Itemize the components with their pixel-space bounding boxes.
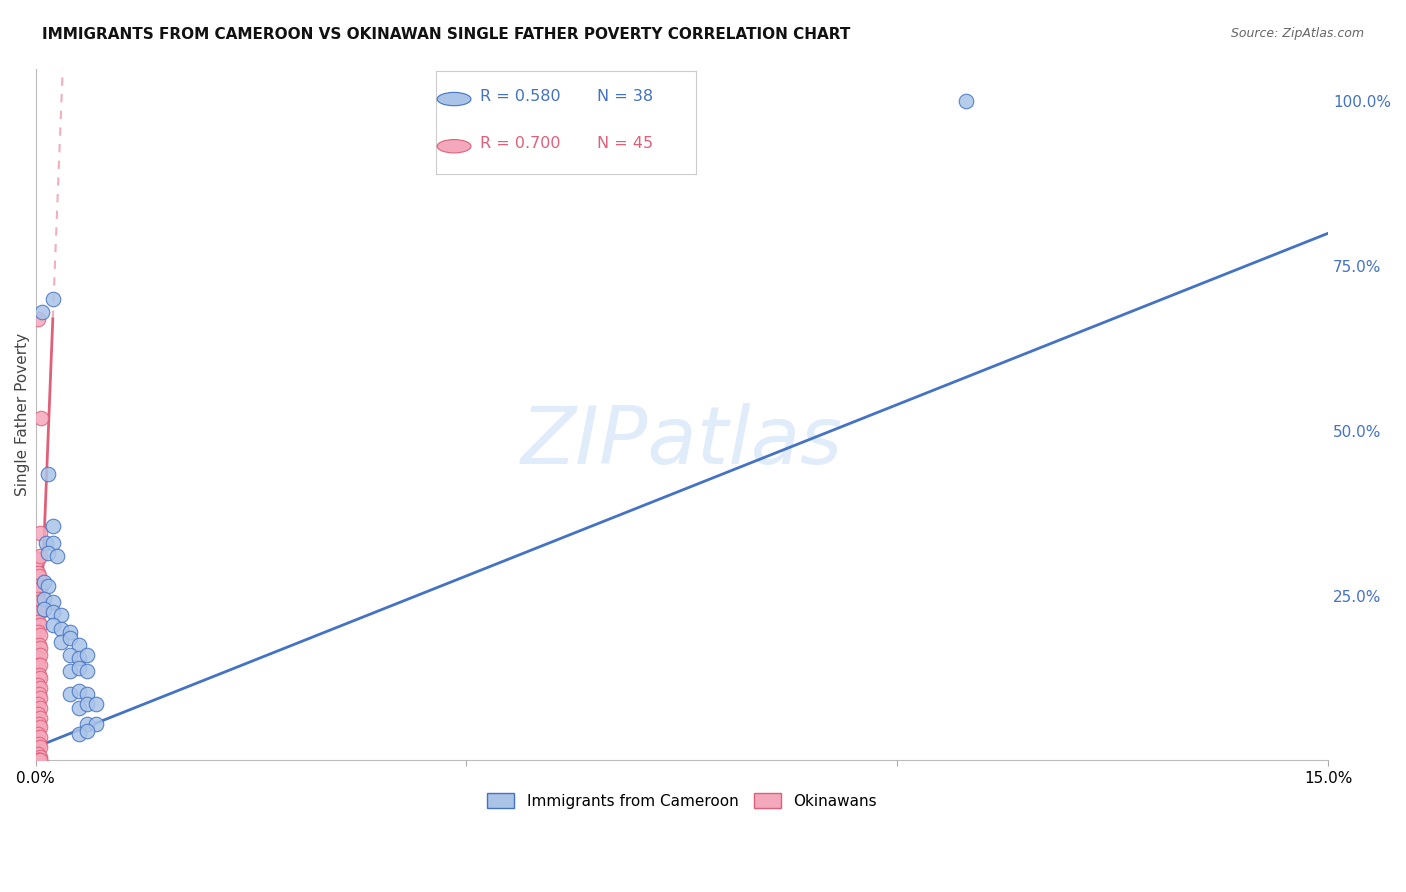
- Point: [27, 657, 49, 672]
- Point: [28, 526, 51, 541]
- Point: [42, 292, 65, 306]
- Point: [28, 628, 51, 642]
- Point: [28, 721, 51, 735]
- Point: [27, 651, 49, 665]
- Point: [28, 710, 51, 724]
- Point: [28, 753, 51, 767]
- Point: [51, 608, 73, 623]
- Point: [37, 546, 59, 560]
- Point: [27, 591, 49, 606]
- Point: [28, 750, 51, 764]
- Point: [59, 624, 82, 639]
- Point: [76, 648, 98, 662]
- Circle shape: [437, 93, 471, 106]
- Point: [28, 681, 51, 695]
- Point: [51, 634, 73, 648]
- Point: [28, 605, 51, 619]
- Point: [27, 677, 49, 691]
- Point: [955, 95, 977, 109]
- Point: [84, 717, 107, 731]
- Point: [67, 638, 90, 652]
- Point: [28, 657, 51, 672]
- Point: [28, 671, 51, 685]
- Point: [27, 753, 49, 767]
- Point: [28, 737, 51, 751]
- Point: [28, 667, 51, 681]
- Text: N = 38: N = 38: [598, 89, 654, 104]
- Point: [42, 595, 65, 609]
- Point: [37, 467, 59, 481]
- Point: [67, 651, 90, 665]
- Point: [28, 582, 51, 596]
- Point: [67, 727, 90, 741]
- Point: [84, 698, 107, 712]
- Point: [67, 700, 90, 714]
- Point: [28, 605, 51, 619]
- Text: Source: ZipAtlas.com: Source: ZipAtlas.com: [1230, 27, 1364, 40]
- Point: [59, 648, 82, 662]
- Point: [27, 747, 49, 761]
- Point: [59, 665, 82, 679]
- Point: [28, 638, 51, 652]
- Point: [28, 641, 51, 656]
- Point: [27, 552, 49, 566]
- Point: [67, 661, 90, 675]
- Point: [32, 575, 55, 590]
- Point: [28, 648, 51, 662]
- Point: [42, 519, 65, 533]
- Point: [42, 605, 65, 619]
- Point: [76, 688, 98, 702]
- Y-axis label: Single Father Poverty: Single Father Poverty: [15, 333, 30, 496]
- Point: [27, 707, 49, 722]
- Point: [27, 566, 49, 580]
- Point: [27, 753, 49, 767]
- Point: [28, 549, 51, 563]
- Text: R = 0.580: R = 0.580: [479, 89, 561, 104]
- Point: [76, 717, 98, 731]
- Text: ZIPatlas: ZIPatlas: [520, 403, 844, 481]
- Point: [35, 536, 58, 550]
- Point: [28, 700, 51, 714]
- Point: [27, 727, 49, 741]
- Circle shape: [437, 139, 471, 153]
- Text: IMMIGRANTS FROM CAMEROON VS OKINAWAN SINGLE FATHER POVERTY CORRELATION CHART: IMMIGRANTS FROM CAMEROON VS OKINAWAN SIN…: [42, 27, 851, 42]
- Point: [28, 595, 51, 609]
- Point: [76, 698, 98, 712]
- Point: [76, 723, 98, 738]
- Point: [28, 717, 51, 731]
- Point: [28, 690, 51, 705]
- Point: [59, 688, 82, 702]
- Point: [28, 618, 51, 632]
- Point: [27, 579, 49, 593]
- Point: [76, 665, 98, 679]
- Point: [28, 688, 51, 702]
- Point: [46, 549, 69, 563]
- Point: [42, 536, 65, 550]
- Point: [28, 740, 51, 755]
- Point: [32, 602, 55, 616]
- Text: R = 0.700: R = 0.700: [479, 136, 561, 152]
- Point: [30, 410, 52, 425]
- Point: [27, 624, 49, 639]
- Point: [51, 622, 73, 636]
- Point: [59, 632, 82, 646]
- Point: [27, 615, 49, 629]
- Point: [28, 753, 51, 767]
- Point: [32, 591, 55, 606]
- Legend: Immigrants from Cameroon, Okinawans: Immigrants from Cameroon, Okinawans: [481, 788, 883, 815]
- Point: [28, 569, 51, 583]
- Text: N = 45: N = 45: [598, 136, 654, 152]
- Point: [37, 579, 59, 593]
- Point: [42, 618, 65, 632]
- Point: [31, 305, 53, 319]
- Point: [28, 731, 51, 745]
- Point: [27, 312, 49, 326]
- Point: [67, 684, 90, 698]
- Point: [27, 698, 49, 712]
